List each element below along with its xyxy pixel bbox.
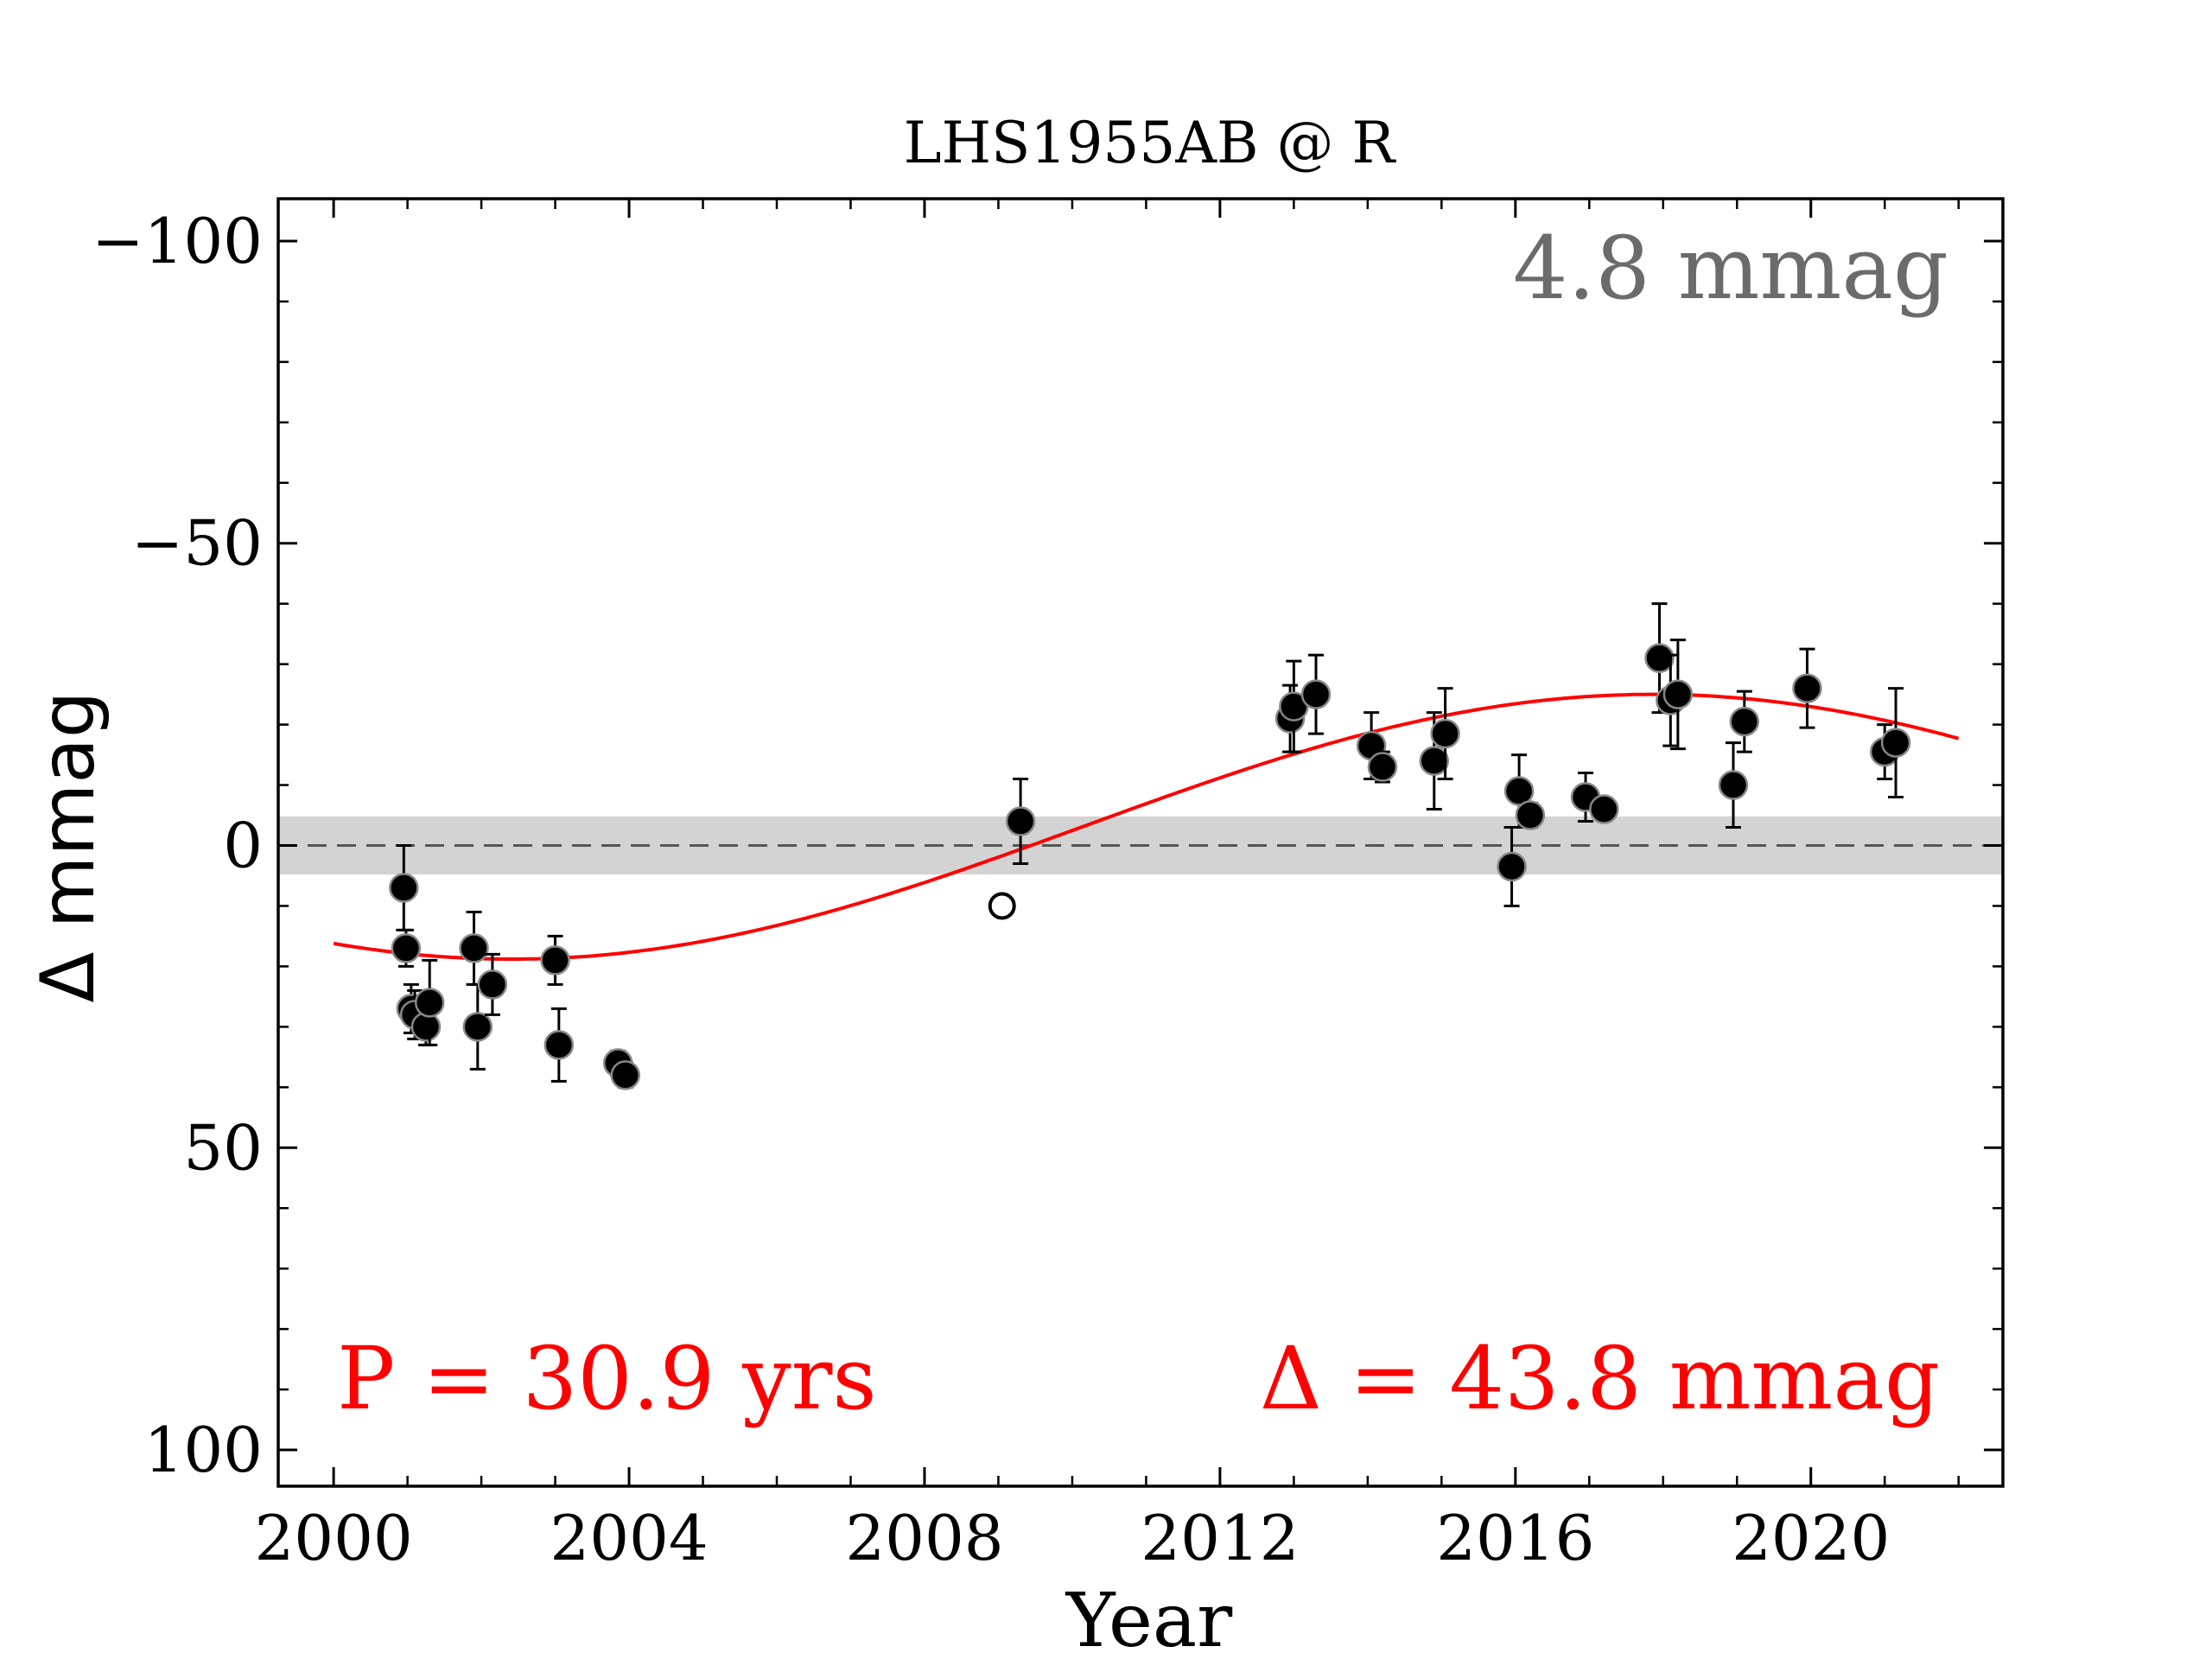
data-point <box>1589 794 1619 824</box>
data-point <box>410 1012 442 1042</box>
data-point <box>477 969 508 1000</box>
data-point <box>543 1030 575 1060</box>
data-point <box>389 873 419 903</box>
data-point <box>391 933 422 963</box>
data-point <box>610 1060 641 1090</box>
y-tick-label: 0 <box>223 809 263 881</box>
y-tick-label: 100 <box>144 1414 263 1486</box>
x-tick-label: 2016 <box>1436 1502 1594 1574</box>
data-point <box>1497 851 1527 882</box>
data-point <box>1005 806 1036 836</box>
band-label: 4.8 mmag <box>1513 218 1948 319</box>
x-tick-label: 2008 <box>845 1502 1003 1574</box>
data-point <box>1300 679 1332 709</box>
data-point <box>1792 673 1822 703</box>
x-tick-label: 2020 <box>1732 1502 1890 1574</box>
data-point <box>1718 770 1749 800</box>
data-point <box>459 933 489 963</box>
data-point <box>1503 776 1535 806</box>
data-point <box>1880 728 1911 758</box>
data-point-open <box>988 892 1016 920</box>
data-point <box>1662 679 1694 709</box>
data-point <box>462 1012 493 1042</box>
x-tick-label: 2004 <box>550 1502 708 1574</box>
amplitude-label: Δ = 43.8 mmag <box>1260 1328 1940 1429</box>
y-tick-label: −50 <box>131 507 263 580</box>
x-tick-label: 2000 <box>254 1502 412 1574</box>
plot-frame <box>276 197 2005 1488</box>
y-tick-label: 50 <box>183 1111 263 1184</box>
data-point <box>1729 706 1760 737</box>
data-point <box>1644 643 1675 673</box>
x-axis-label: Year <box>1065 1578 1233 1659</box>
data-point <box>540 945 570 976</box>
data-point <box>1515 800 1546 830</box>
period-label: P = 30.9 yrs <box>337 1328 877 1429</box>
data-point <box>1367 752 1398 782</box>
plot-area: 2000 2004 2008 2012 2016 2020 −100 −50 0 50 100 <box>92 197 2005 1574</box>
data-point <box>1419 746 1450 776</box>
x-tick-label: 2012 <box>1141 1502 1299 1574</box>
y-tick-label: −100 <box>92 205 263 277</box>
data-point <box>414 988 445 1018</box>
y-axis-label: Δ mmag <box>25 690 111 1002</box>
chart-title: LHS1955AB @ R <box>904 110 1397 176</box>
data-point <box>1430 718 1460 749</box>
